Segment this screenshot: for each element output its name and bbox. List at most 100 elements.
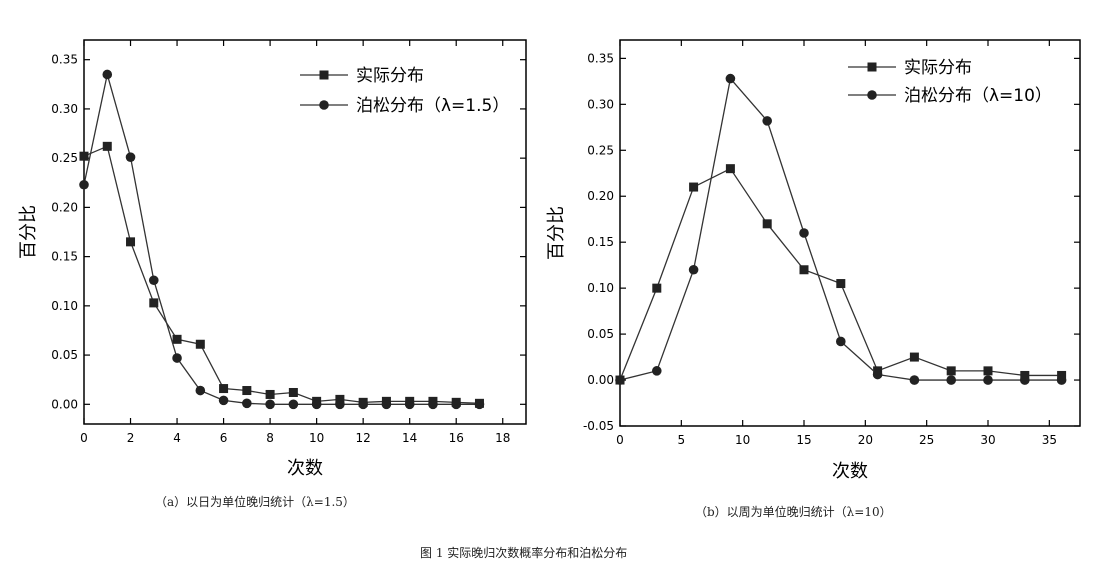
data-point bbox=[652, 283, 662, 293]
y-tick-label: 0.30 bbox=[587, 97, 614, 111]
data-point bbox=[983, 375, 993, 385]
data-point bbox=[335, 399, 345, 410]
x-tick-label: 14 bbox=[402, 431, 417, 445]
legend-marker bbox=[867, 90, 877, 100]
legend-marker bbox=[319, 100, 329, 110]
data-point bbox=[195, 339, 205, 349]
x-tick-label: 10 bbox=[309, 431, 324, 445]
data-point bbox=[102, 69, 113, 80]
data-point bbox=[762, 219, 772, 229]
x-axis-label: 次数 bbox=[832, 461, 868, 482]
y-tick-label: 0.20 bbox=[51, 200, 78, 214]
y-tick-label: 0.00 bbox=[587, 373, 614, 387]
y-tick-label: 0.35 bbox=[51, 53, 78, 67]
plot-frame bbox=[619, 39, 1081, 427]
y-tick-label: 0.15 bbox=[587, 235, 614, 249]
series-line bbox=[83, 145, 480, 404]
y-tick-label: 0.35 bbox=[587, 51, 614, 65]
chart-daily: 0.00 0.05 0.10 0.15 0.20 0.25 0.30 0.35 0 2 4 6 8 10 1… bbox=[18, 39, 527, 479]
series-line bbox=[619, 167, 1062, 381]
x-tick-label: 10 bbox=[735, 433, 750, 447]
x-tick-label: 0 bbox=[616, 433, 624, 447]
y-tick-label: 0.30 bbox=[51, 102, 78, 116]
figure-caption: 图 1 实际晚归次数概率分布和泊松分布 bbox=[420, 546, 628, 560]
data-point bbox=[615, 375, 625, 385]
data-point bbox=[195, 385, 206, 396]
caption-weekly: （b）以周为单位晚归统计（λ=10） bbox=[695, 505, 892, 519]
data-point bbox=[451, 399, 462, 410]
data-point bbox=[148, 275, 159, 286]
x-tick-label: 20 bbox=[858, 433, 873, 447]
x-tick-label: 2 bbox=[127, 431, 135, 445]
legend-label: 泊松分布（λ=1.5） bbox=[356, 96, 509, 116]
data-point bbox=[725, 164, 735, 174]
data-point bbox=[762, 116, 772, 126]
y-tick-label: -0.05 bbox=[583, 419, 614, 433]
data-point bbox=[404, 399, 415, 410]
series-actual bbox=[79, 141, 484, 408]
legend-label: 实际分布 bbox=[356, 66, 424, 86]
plot-frame bbox=[83, 39, 527, 425]
data-point bbox=[288, 399, 299, 410]
y-axis-label: 百分比 bbox=[18, 205, 39, 259]
data-point bbox=[335, 394, 345, 404]
y-tick-label: 0.05 bbox=[51, 348, 78, 362]
data-point bbox=[1056, 375, 1067, 385]
data-point bbox=[381, 399, 392, 410]
x-tick-label: 6 bbox=[220, 431, 228, 445]
legend-marker bbox=[319, 70, 329, 80]
caption-daily: （a）以日为单位晚归统计（λ=1.5） bbox=[155, 495, 355, 509]
data-point bbox=[242, 386, 252, 396]
x-tick-label: 12 bbox=[356, 431, 371, 445]
series-poisson bbox=[615, 73, 1067, 385]
data-point bbox=[149, 298, 159, 308]
data-point bbox=[946, 366, 956, 376]
data-point bbox=[79, 179, 89, 190]
data-point bbox=[909, 352, 919, 362]
x-axis-label: 次数 bbox=[287, 458, 323, 479]
series-line bbox=[83, 74, 480, 405]
data-point bbox=[219, 384, 229, 394]
x-tick-label: 25 bbox=[919, 433, 934, 447]
data-point bbox=[983, 366, 993, 376]
x-tick-label: 30 bbox=[980, 433, 995, 447]
y-tick-label: 0.10 bbox=[51, 299, 78, 313]
data-point bbox=[172, 353, 182, 363]
data-point bbox=[689, 182, 699, 192]
data-point bbox=[218, 395, 229, 406]
data-point bbox=[946, 375, 956, 385]
y-tick-label: 0.05 bbox=[587, 327, 614, 341]
data-point bbox=[836, 336, 846, 347]
x-tick-label: 18 bbox=[495, 431, 510, 445]
chart-weekly: -0.05 0.00 0.05 0.10 0.15 0.20 0.25 0.30 0.35 0 5 1… bbox=[546, 39, 1081, 482]
data-point bbox=[688, 264, 699, 275]
data-point bbox=[358, 399, 368, 410]
series-line bbox=[619, 77, 1062, 381]
series-actual bbox=[615, 164, 1067, 385]
data-point bbox=[872, 369, 883, 380]
data-point bbox=[126, 237, 136, 247]
data-point bbox=[799, 265, 809, 275]
x-tick-label: 4 bbox=[173, 431, 181, 445]
data-point bbox=[265, 399, 275, 410]
data-point bbox=[909, 375, 920, 385]
data-point bbox=[1020, 375, 1030, 385]
y-axis-label: 百分比 bbox=[546, 206, 567, 260]
x-tick-label: 35 bbox=[1042, 433, 1057, 447]
series-poisson bbox=[79, 69, 485, 410]
data-point bbox=[652, 366, 662, 376]
legend-marker bbox=[867, 62, 877, 72]
x-tick-label: 0 bbox=[80, 431, 88, 445]
y-tick-label: 0.10 bbox=[587, 281, 614, 295]
legend-label: 实际分布 bbox=[904, 58, 972, 78]
data-point bbox=[836, 279, 846, 289]
legend-label: 泊松分布（λ=10） bbox=[904, 86, 1052, 106]
data-point bbox=[79, 151, 89, 161]
data-point bbox=[428, 399, 438, 410]
data-point bbox=[125, 152, 136, 162]
data-point bbox=[725, 73, 736, 84]
x-tick-label: 16 bbox=[449, 431, 464, 445]
y-tick-label: 0.25 bbox=[587, 143, 614, 157]
data-point bbox=[288, 387, 298, 397]
